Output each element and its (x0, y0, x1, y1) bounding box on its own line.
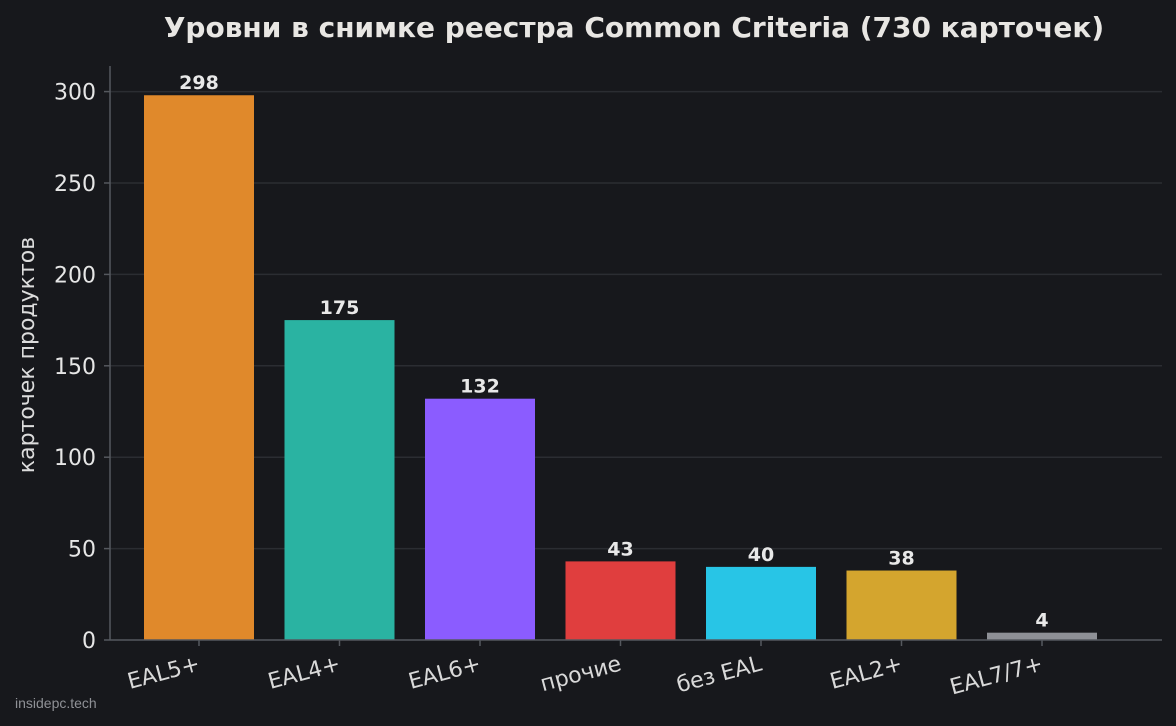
data-label: 175 (320, 297, 360, 319)
data-label: 132 (460, 376, 500, 398)
y-tick-label: 300 (54, 81, 96, 106)
y-tick-label: 50 (68, 538, 96, 563)
y-tick-label: 100 (54, 446, 96, 471)
y-tick-label: 0 (82, 629, 96, 654)
axes (104, 66, 1162, 646)
data-label: 43 (607, 538, 633, 560)
x-tick-label: EAL6+ (406, 652, 484, 695)
data-label: 38 (888, 548, 914, 570)
bar (425, 398, 535, 640)
grid-lines (110, 90, 1162, 550)
y-tick-label: 200 (54, 263, 96, 288)
y-tick-label: 250 (54, 172, 96, 197)
x-tick-label: прочие (538, 652, 624, 698)
bar (565, 561, 676, 640)
bar (846, 570, 957, 640)
watermark: insidepc.tech (15, 695, 97, 711)
data-label: 298 (179, 72, 219, 94)
bar (706, 566, 816, 640)
x-tick-label: EAL2+ (827, 652, 905, 695)
x-tick-label: EAL7/7+ (947, 652, 1045, 701)
y-axis-label: карточек продуктов (15, 237, 40, 473)
y-tick-label: 150 (54, 355, 96, 380)
bar (987, 632, 1097, 640)
bars (144, 95, 1097, 640)
x-tick-label: без EAL (674, 651, 765, 698)
bar (284, 320, 395, 640)
data-label: 40 (748, 544, 774, 566)
x-tick-label: EAL4+ (265, 652, 343, 695)
x-tick-label: EAL5+ (125, 652, 203, 695)
bar (144, 95, 254, 640)
chart-title: Уровни в снимке реестра Common Criteria … (164, 11, 1104, 44)
data-label: 4 (1035, 610, 1048, 632)
